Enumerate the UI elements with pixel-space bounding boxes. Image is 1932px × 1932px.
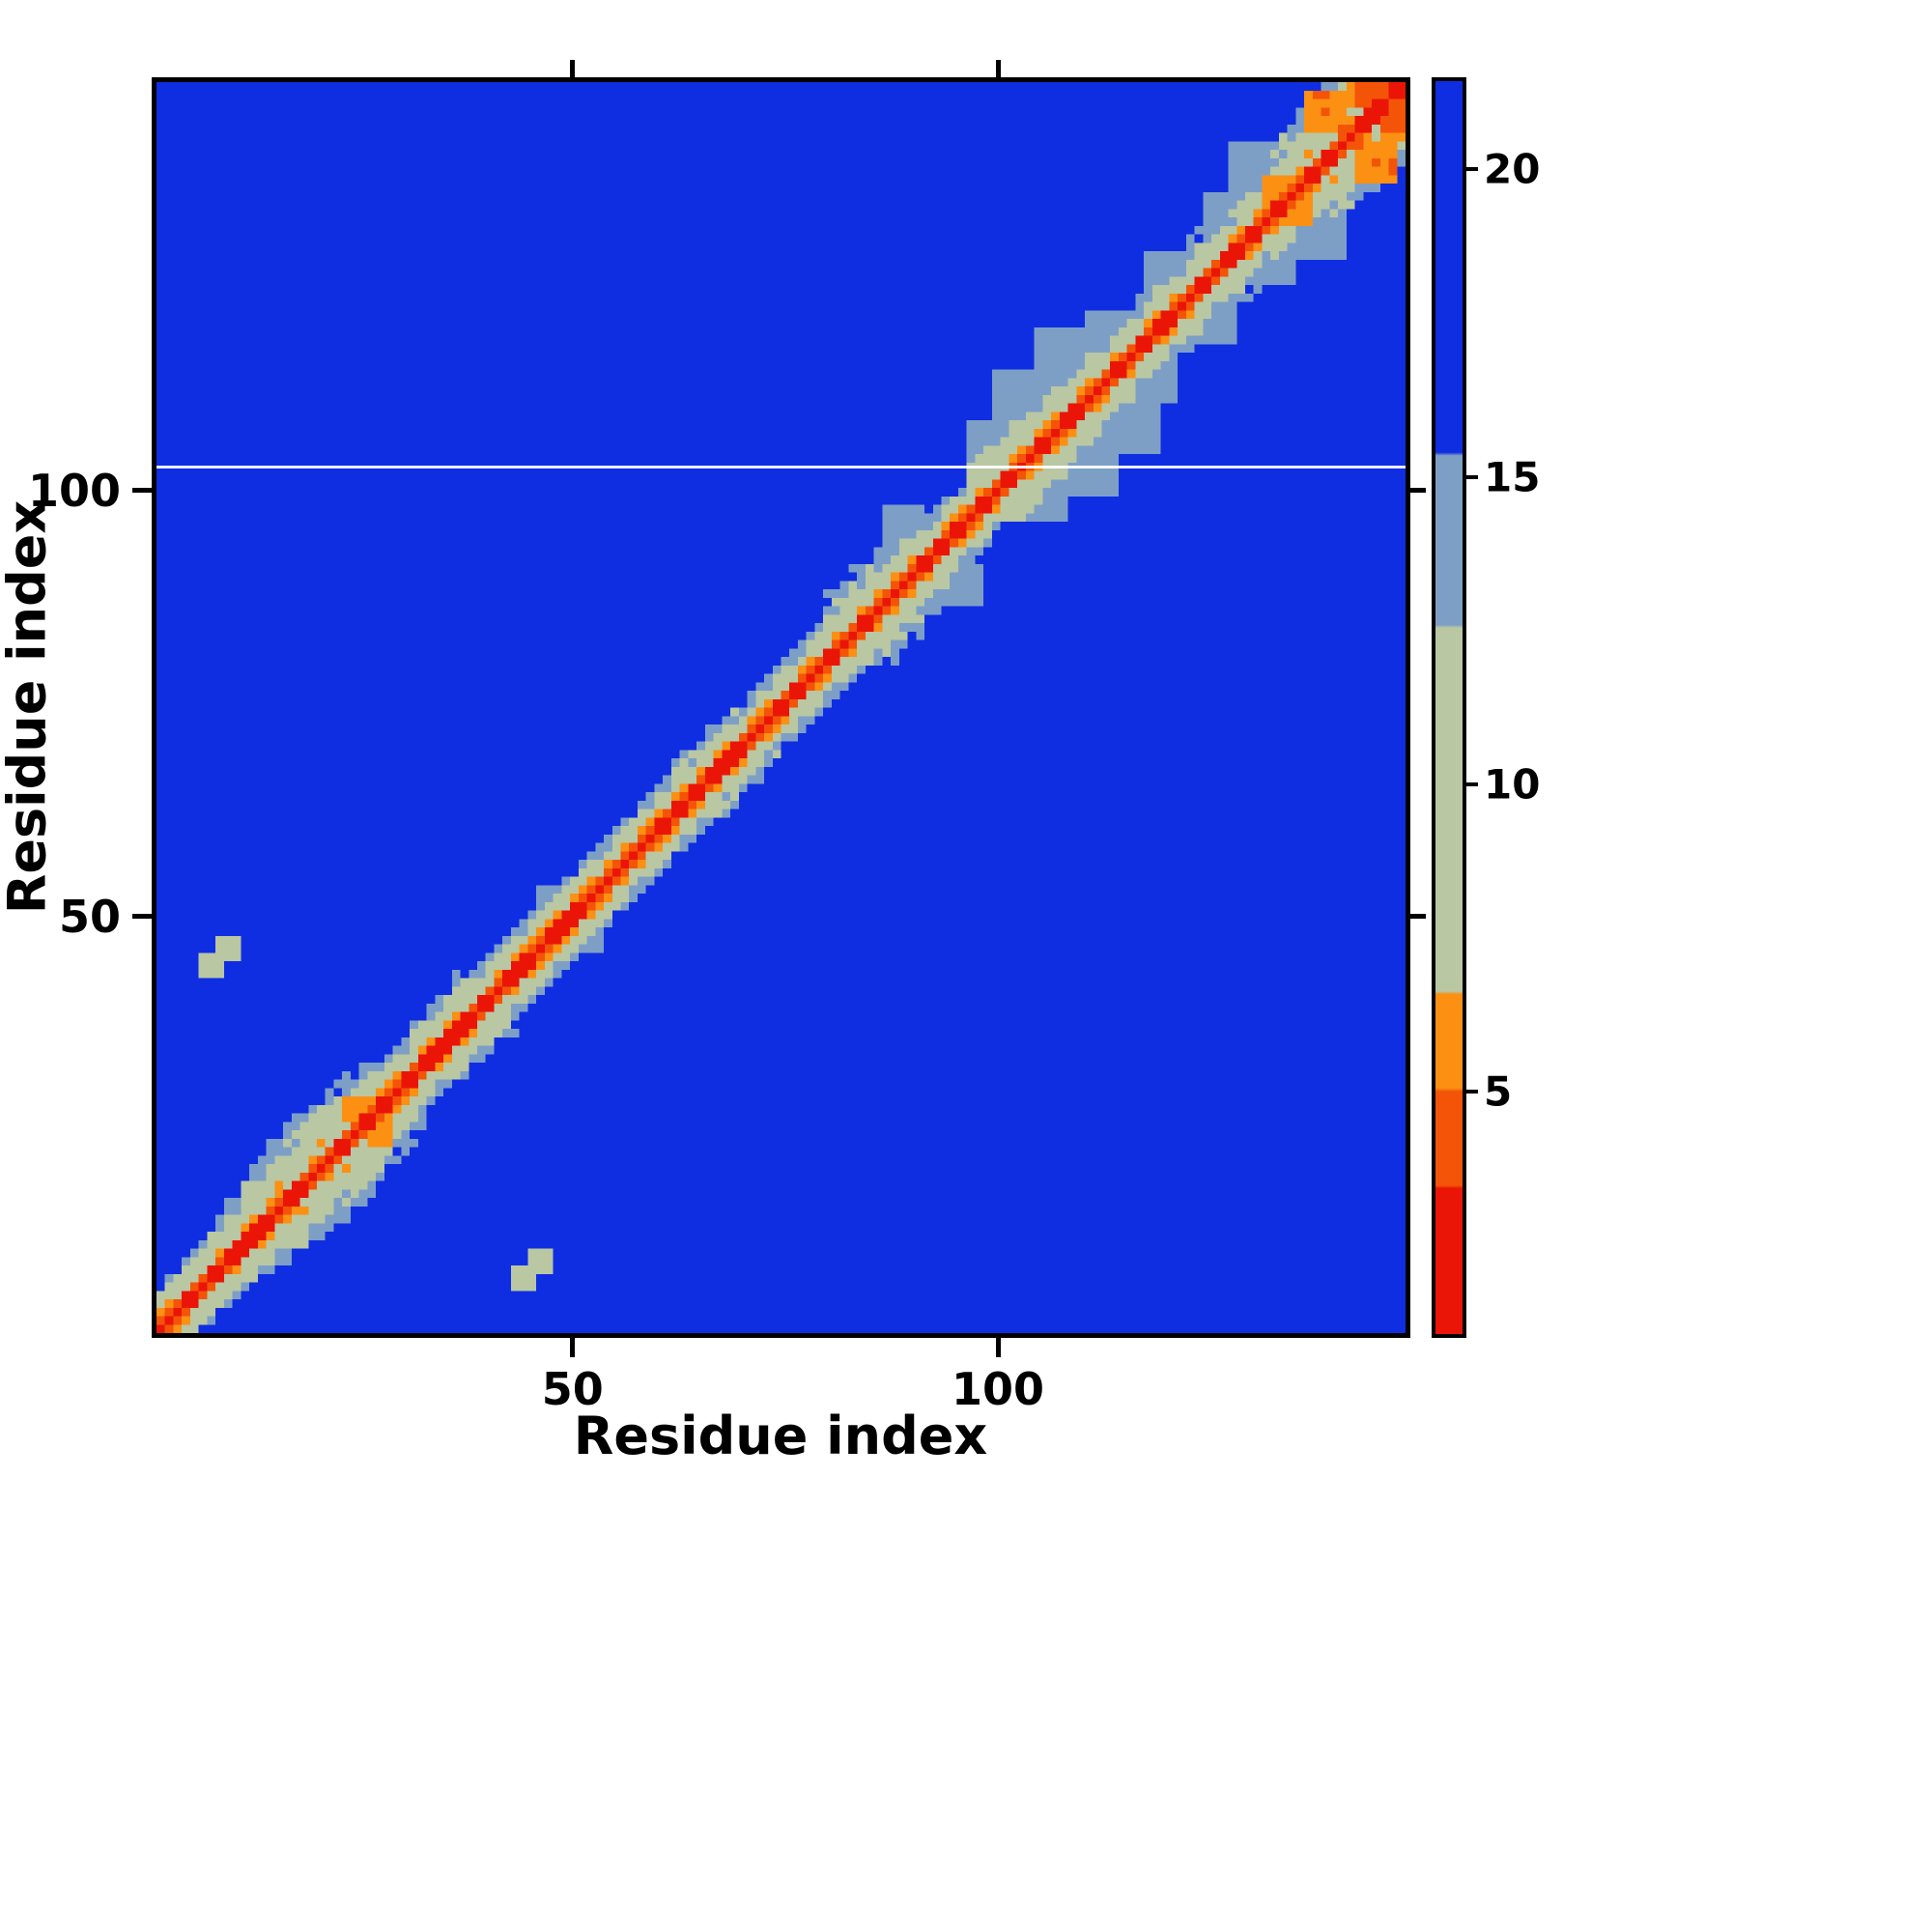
- colorbar: [1432, 77, 1466, 1338]
- x-axis-tick: [995, 1338, 1001, 1357]
- colorbar-tick-label: 20: [1484, 145, 1541, 193]
- heatmap-plot-area: [152, 77, 1410, 1338]
- x-tick-label: 50: [541, 1363, 604, 1415]
- colorbar-tick-label: 10: [1484, 760, 1541, 809]
- colorbar-tick: [1466, 167, 1478, 172]
- colorbar-tick: [1466, 782, 1478, 787]
- colorbar-tick-label: 5: [1484, 1067, 1513, 1116]
- y-tick-label: 50: [58, 890, 121, 943]
- colorbar-tick: [1466, 1090, 1478, 1094]
- x-tick-label: 100: [951, 1363, 1045, 1415]
- colorbar-tick: [1466, 474, 1478, 479]
- y-axis-tick: [132, 914, 152, 920]
- x-axis-top-tick: [570, 60, 576, 77]
- y-axis-label: Residue index: [0, 499, 58, 915]
- missing-residue-gap-line: [156, 466, 1406, 469]
- x-axis-top-tick: [995, 60, 1001, 77]
- x-axis-label: Residue index: [573, 1406, 988, 1466]
- colorbar-tick-label: 15: [1484, 453, 1541, 501]
- y-axis-right-tick: [1410, 488, 1426, 494]
- heatmap-canvas: [156, 82, 1406, 1333]
- y-tick-label: 100: [27, 464, 121, 517]
- y-axis-right-tick: [1410, 914, 1426, 920]
- colorbar-canvas: [1435, 81, 1463, 1334]
- x-axis-tick: [570, 1338, 576, 1357]
- y-axis-tick: [132, 488, 152, 494]
